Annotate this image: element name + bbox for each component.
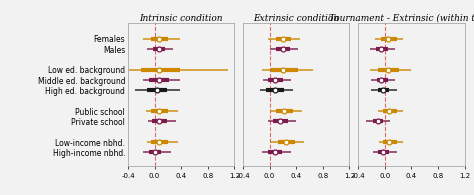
Title: Extrinsic condition: Extrinsic condition [253,14,339,23]
Title: Tournament - Extrinsic (within task): Tournament - Extrinsic (within task) [329,14,474,23]
Title: Intrinsic condition: Intrinsic condition [139,14,223,23]
